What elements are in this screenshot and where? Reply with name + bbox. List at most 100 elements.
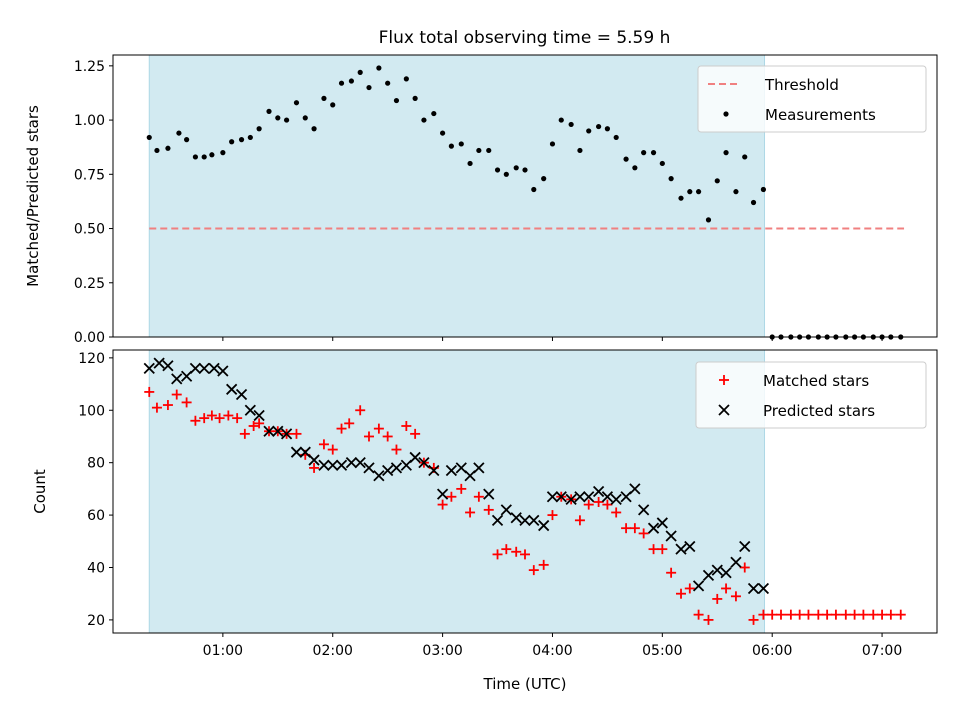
data-point <box>209 152 215 158</box>
legend-box <box>695 361 927 429</box>
data-point <box>604 126 611 132</box>
data-point <box>592 485 605 498</box>
y-tick-label: 20 <box>87 613 105 629</box>
legend-marker <box>718 404 730 416</box>
data-point <box>684 583 695 594</box>
data-point <box>382 464 394 477</box>
x-tick-label: 01:00 <box>203 643 243 659</box>
data-point <box>382 431 393 442</box>
data-point <box>678 195 684 201</box>
data-point <box>235 388 248 401</box>
data-point <box>143 362 155 374</box>
data-point <box>376 65 382 71</box>
data-point <box>162 360 174 372</box>
data-point <box>748 614 759 625</box>
data-point <box>632 165 638 171</box>
data-point <box>895 609 906 620</box>
data-point <box>583 491 595 503</box>
data-point <box>601 491 614 503</box>
y-tick-label: 80 <box>87 456 105 472</box>
data-point <box>373 423 384 434</box>
data-point <box>345 457 358 469</box>
data-point <box>648 544 659 555</box>
data-point <box>733 189 739 195</box>
data-point <box>629 483 641 495</box>
data-point <box>750 199 757 206</box>
data-point <box>583 499 594 510</box>
data-point <box>458 141 464 147</box>
data-point <box>656 517 668 529</box>
data-point <box>327 459 339 471</box>
data-point <box>568 121 574 128</box>
legend-box <box>697 65 927 133</box>
data-point <box>214 413 225 424</box>
legend-label: Measurements <box>765 106 876 124</box>
data-point <box>541 176 547 182</box>
x-axis-label: Time (UTC) <box>483 675 567 693</box>
data-point <box>357 69 363 75</box>
x-tick-label: 06:00 <box>752 643 792 659</box>
data-point <box>555 491 567 503</box>
data-point <box>705 217 712 223</box>
observing-span <box>148 349 766 634</box>
data-point <box>638 504 650 516</box>
data-point <box>483 504 494 515</box>
data-point <box>623 156 629 162</box>
data-point <box>190 415 201 426</box>
data-point <box>248 420 259 431</box>
data-point <box>373 470 385 482</box>
data-point <box>465 507 476 518</box>
data-point <box>330 102 336 108</box>
data-point <box>510 512 522 524</box>
data-point <box>611 507 622 518</box>
data-point <box>486 147 492 154</box>
data-point <box>602 499 613 510</box>
data-point <box>184 137 190 143</box>
data-point <box>144 386 155 397</box>
data-point <box>840 609 851 620</box>
data-point <box>348 78 355 84</box>
legend-label: Matched stars <box>763 372 869 390</box>
data-point <box>538 559 549 570</box>
data-point <box>849 609 860 620</box>
data-point <box>217 365 229 377</box>
data-point <box>531 186 537 193</box>
data-point <box>684 540 696 553</box>
data-point <box>500 504 512 516</box>
data-point <box>647 522 660 534</box>
data-point <box>409 451 421 464</box>
data-point <box>794 609 805 620</box>
observing-span <box>148 54 766 338</box>
legend-marker <box>719 375 729 385</box>
data-point <box>232 413 243 424</box>
data-point <box>757 582 770 595</box>
data-point <box>354 457 366 469</box>
series-predicted-stars <box>143 357 770 595</box>
ratio-panel: 0.00 0.25 0.50 0.75 1.00 1.25 Matched/Predicte… <box>24 54 938 346</box>
y-tick-label: 40 <box>87 560 105 576</box>
data-point <box>428 464 440 477</box>
data-point <box>695 189 702 195</box>
data-point <box>668 176 674 182</box>
data-point <box>513 165 519 171</box>
data-point <box>272 425 284 437</box>
data-point <box>830 609 841 620</box>
data-point <box>162 400 173 411</box>
data-point <box>318 439 329 450</box>
data-point <box>311 126 317 132</box>
legend-label: Threshold <box>764 76 839 94</box>
data-point <box>519 514 531 526</box>
axes-frame <box>112 54 938 338</box>
data-point <box>412 95 418 101</box>
data-point <box>712 593 723 604</box>
data-point <box>280 428 293 440</box>
data-point <box>775 609 786 620</box>
data-point <box>494 167 501 173</box>
data-point <box>491 514 504 526</box>
data-point <box>263 425 275 437</box>
data-point <box>293 100 300 106</box>
data-point <box>538 519 550 532</box>
data-point <box>436 488 449 500</box>
axes-frame <box>112 349 938 634</box>
data-point <box>747 582 760 595</box>
